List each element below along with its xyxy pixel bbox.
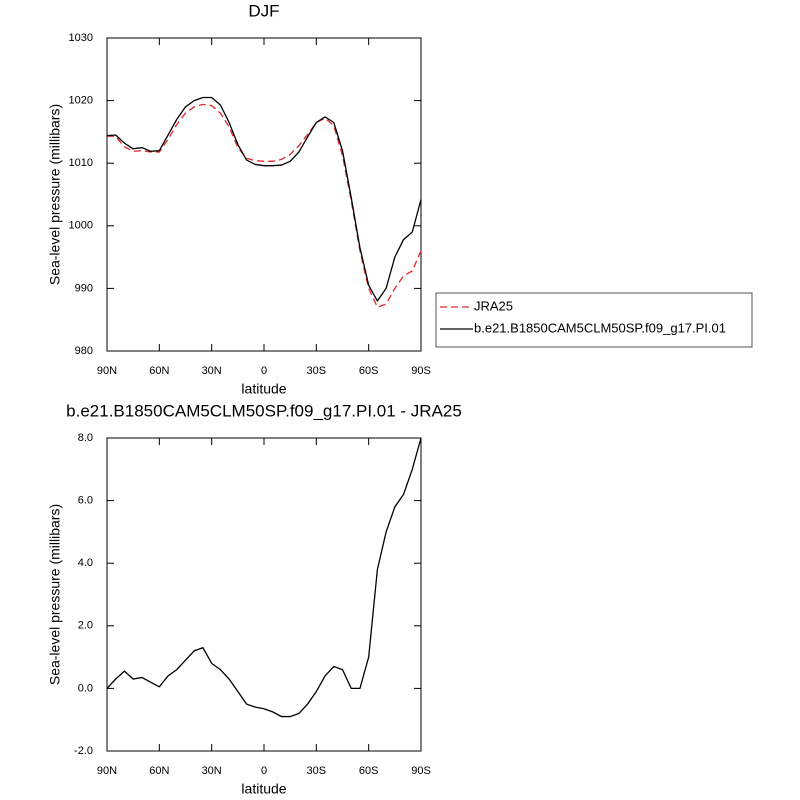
data-line: [106, 437, 422, 718]
x-tick-label: 90S: [411, 365, 431, 377]
y-axis-label: Sea-level pressure (millibars): [47, 504, 63, 685]
x-tick-label: 30N: [202, 365, 222, 377]
y-tick-label: 8.0: [78, 432, 93, 444]
x-axis-label: latitude: [241, 381, 286, 397]
chart-title: DJF: [248, 1, 279, 20]
y-tick-label: 6.0: [78, 495, 93, 507]
plot-frame: [106, 37, 422, 352]
x-tick-label: 90N: [97, 765, 117, 777]
x-tick-label: 30S: [307, 365, 327, 377]
x-tick-label: 90S: [411, 765, 431, 777]
x-tick-label: 0: [261, 365, 267, 377]
y-tick-label: -2.0: [74, 745, 93, 757]
data-line: [106, 96, 422, 303]
y-tick-label: 4.0: [78, 557, 93, 569]
y-tick-label: 1020: [69, 95, 93, 107]
y-tick-label: 990: [75, 282, 93, 294]
y-tick-label: 1010: [69, 157, 93, 169]
legend-label: b.e21.B1850CAM5CLM50SP.f09_g17.PI.01: [474, 320, 726, 335]
y-tick-label: 1030: [69, 32, 93, 44]
x-axis-label: latitude: [241, 781, 286, 797]
y-tick-label: 0.0: [78, 682, 93, 694]
x-tick-label: 60N: [149, 765, 169, 777]
y-tick-label: 2.0: [78, 620, 93, 632]
plot-frame: [106, 437, 422, 752]
y-axis-label: Sea-level pressure (millibars): [47, 104, 63, 285]
x-tick-label: 60S: [359, 765, 379, 777]
x-tick-label: 30S: [307, 765, 327, 777]
chart-title: b.e21.B1850CAM5CLM50SP.f09_g17.PI.01 - J…: [66, 401, 462, 420]
x-tick-label: 60S: [359, 365, 379, 377]
x-tick-label: 90N: [97, 365, 117, 377]
x-tick-label: 60N: [149, 365, 169, 377]
x-tick-label: 30N: [202, 765, 222, 777]
y-tick-label: 980: [75, 345, 93, 357]
y-tick-label: 1000: [69, 220, 93, 232]
legend-box: [435, 292, 753, 348]
x-tick-label: 0: [261, 765, 267, 777]
legend-label: JRA25: [474, 298, 513, 313]
data-line: [107, 103, 422, 308]
